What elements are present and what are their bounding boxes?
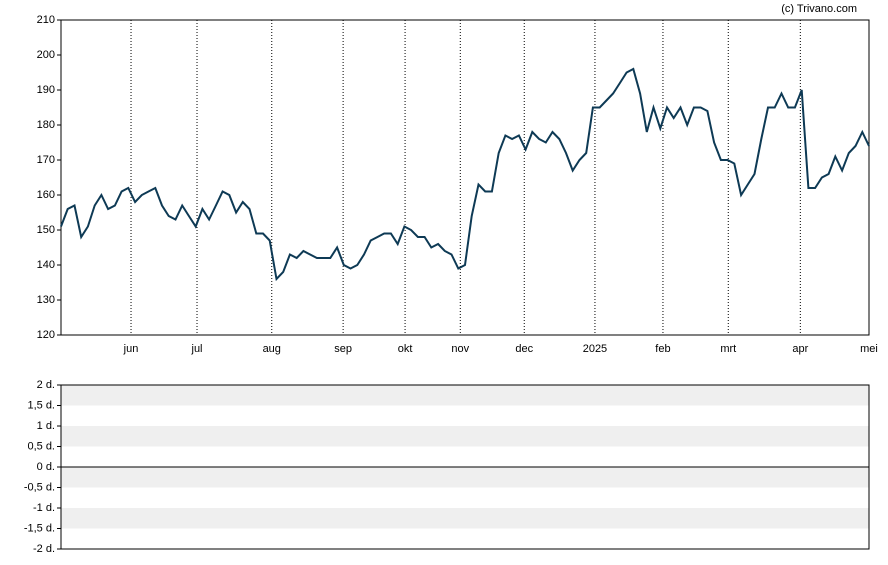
y-tick-label: 190 [37, 84, 55, 96]
y-tick-label: 1,5 d. [27, 399, 55, 411]
y-tick-label: 0,5 d. [27, 440, 55, 452]
x-tick-label: sep [334, 343, 352, 355]
y-tick-label: 140 [37, 259, 55, 271]
x-tick-label: dec [515, 343, 533, 355]
y-tick-label: 0 d. [37, 461, 55, 473]
y-tick-label: -1,5 d. [24, 522, 55, 534]
x-tick-label: nov [451, 343, 469, 355]
y-tick-label: 210 [37, 14, 55, 26]
plot-frame [60, 384, 870, 550]
grid-band [61, 508, 869, 529]
y-tick-label: -2 d. [33, 543, 55, 555]
grid-band [61, 426, 869, 447]
x-tick-label: okt [398, 343, 413, 355]
y-tick-label: 180 [37, 119, 55, 131]
y-tick-label: 130 [37, 294, 55, 306]
grid-band [61, 467, 869, 488]
x-tick-label: apr [792, 343, 808, 355]
credit: (c) Trivano.com [781, 3, 857, 15]
y-tick-label: 170 [37, 154, 55, 166]
x-tick-label: feb [655, 343, 670, 355]
y-tick-label: -1 d. [33, 502, 55, 514]
plot-frame [60, 19, 870, 336]
grid-band [61, 385, 869, 406]
x-tick-label: aug [263, 343, 281, 355]
y-tick-label: 150 [37, 224, 55, 236]
x-tick-label: jun [123, 343, 139, 355]
y-tick-label: 200 [37, 49, 55, 61]
y-tick-label: 1 d. [37, 420, 55, 432]
x-tick-label: jul [191, 343, 203, 355]
x-tick-label: 2025 [583, 343, 607, 355]
y-tick-label: 160 [37, 189, 55, 201]
y-tick-label: -0,5 d. [24, 481, 55, 493]
price-line [60, 67, 870, 282]
y-tick-label: 2 d. [37, 379, 55, 391]
x-tick-label: mei [860, 343, 878, 355]
x-tick-label: mrt [720, 343, 736, 355]
y-tick-label: 120 [37, 329, 55, 341]
